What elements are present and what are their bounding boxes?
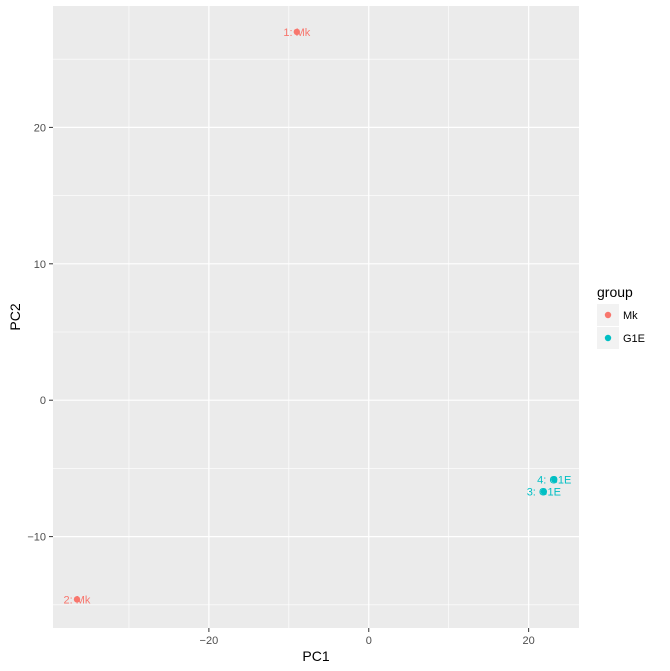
y-axis-ticks: −10 0 10 20 (27, 122, 53, 544)
plot-panel (53, 6, 579, 628)
x-tick-label: 0 (366, 635, 372, 647)
point-label: 3: G1E (527, 487, 561, 499)
y-tick-label: 20 (34, 122, 46, 134)
y-tick-label: 0 (40, 395, 46, 407)
legend-key-point (604, 334, 612, 342)
x-axis-title: PC1 (302, 648, 329, 664)
legend-title: group (597, 284, 633, 300)
x-tick-label: −20 (200, 635, 219, 647)
legend: group Mk G1E (597, 284, 645, 349)
x-tick-label: 20 (523, 635, 535, 647)
data-point (73, 596, 81, 603)
grid-major (53, 6, 579, 628)
data-points (73, 28, 558, 603)
grid-minor (53, 6, 579, 628)
data-point (540, 488, 548, 495)
legend-label: G1E (623, 333, 645, 345)
data-point (293, 28, 301, 36)
data-point (551, 476, 558, 483)
legend-label: Mk (623, 310, 638, 322)
y-tick-label: 10 (34, 259, 46, 271)
y-axis-title: PC2 (7, 303, 23, 330)
point-label: 1: Mk (283, 27, 310, 39)
x-axis-ticks: −20 0 20 (200, 628, 535, 647)
point-label: 4: G1E (537, 474, 571, 486)
legend-key-point (604, 311, 612, 319)
y-tick-label: −10 (27, 532, 46, 544)
point-label: 2: Mk (64, 594, 91, 606)
